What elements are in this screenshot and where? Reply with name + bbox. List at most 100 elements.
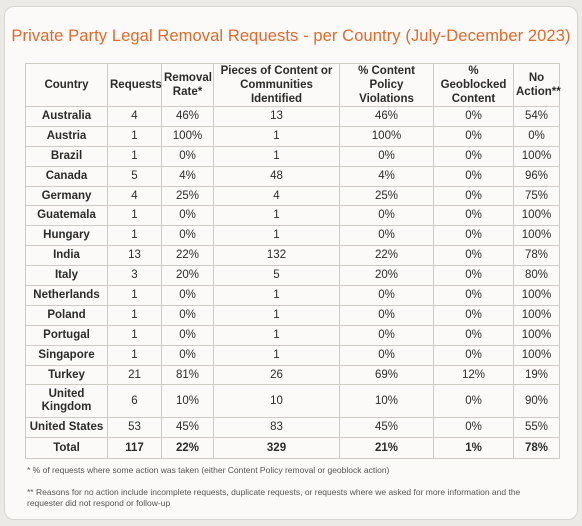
cell-total-no-action: 78% <box>513 437 560 460</box>
cell-pieces: 1 <box>213 324 340 346</box>
cell-no-action: 0% <box>513 125 560 147</box>
cell-removal-rate: 46% <box>161 106 214 127</box>
cell-violations: 0% <box>339 225 434 247</box>
cell-requests: 1 <box>107 205 162 227</box>
cell-no-action: 19% <box>513 364 560 386</box>
cell-geoblocked: 0% <box>433 265 514 287</box>
cell-geoblocked: 0% <box>433 285 514 306</box>
cell-requests: 1 <box>107 225 162 247</box>
cell-violations: 0% <box>339 205 434 227</box>
cell-violations: 100% <box>339 125 434 147</box>
cell-country: Hungary <box>25 225 108 247</box>
cell-country: Canada <box>25 165 108 187</box>
cell-requests: 5 <box>107 165 162 187</box>
cell-removal-rate: 4% <box>161 165 214 187</box>
cell-violations: 45% <box>339 417 434 439</box>
cell-removal-rate: 0% <box>161 145 214 167</box>
cell-total-geoblocked: 1% <box>433 437 514 460</box>
cell-violations: 20% <box>339 265 434 287</box>
cell-no-action: 96% <box>513 165 560 187</box>
cell-removal-rate: 0% <box>161 344 214 366</box>
cell-total-requests: 117 <box>107 437 162 460</box>
cell-requests: 13 <box>107 245 162 267</box>
cell-requests: 4 <box>107 106 162 127</box>
cell-removal-rate: 10% <box>161 384 214 419</box>
cell-geoblocked: 0% <box>433 245 514 267</box>
cell-country: Poland <box>25 304 108 326</box>
cell-removal-rate: 0% <box>161 324 214 346</box>
removal-requests-table: Country Requests Removal Rate* Pieces of … <box>25 63 561 460</box>
cell-requests: 1 <box>107 324 162 346</box>
table-row: Brazil 1 0% 1 0% 0% 100% <box>25 145 560 167</box>
cell-pieces: 26 <box>213 364 340 386</box>
cell-violations: 0% <box>339 324 434 346</box>
cell-no-action: 80% <box>513 265 560 287</box>
cell-requests: 1 <box>107 304 162 326</box>
cell-geoblocked: 0% <box>433 324 514 346</box>
cell-removal-rate: 45% <box>161 417 214 439</box>
cell-no-action: 90% <box>513 384 560 419</box>
cell-requests: 21 <box>107 364 162 386</box>
cell-violations: 22% <box>339 245 434 267</box>
cell-geoblocked: 12% <box>433 364 514 386</box>
table-row: Germany 4 25% 4 25% 0% 75% <box>25 185 560 207</box>
cell-geoblocked: 0% <box>433 165 514 187</box>
table-row: Australia 4 46% 13 46% 0% 54% <box>25 106 560 127</box>
table-row: India 13 22% 132 22% 0% 78% <box>25 245 560 267</box>
cell-country: United States <box>25 417 108 439</box>
cell-country: Germany <box>25 185 108 207</box>
table-row: Turkey 21 81% 26 69% 12% 19% <box>25 364 560 386</box>
cell-geoblocked: 0% <box>433 205 514 227</box>
cell-pieces: 10 <box>213 384 340 419</box>
cell-violations: 0% <box>339 145 434 167</box>
cell-pieces: 48 <box>213 165 340 187</box>
cell-violations: 0% <box>339 304 434 326</box>
header-removal-rate: Removal Rate* <box>161 63 214 107</box>
cell-no-action: 55% <box>513 417 560 439</box>
cell-requests: 3 <box>107 265 162 287</box>
cell-no-action: 100% <box>513 145 560 167</box>
cell-no-action: 100% <box>513 225 560 247</box>
cell-geoblocked: 0% <box>433 417 514 439</box>
cell-country: India <box>25 245 108 267</box>
cell-requests: 1 <box>107 344 162 366</box>
cell-pieces: 1 <box>213 125 340 147</box>
header-requests: Requests <box>107 63 162 107</box>
table-row: Hungary 1 0% 1 0% 0% 100% <box>25 225 560 247</box>
cell-removal-rate: 0% <box>161 205 214 227</box>
cell-removal-rate: 0% <box>161 225 214 247</box>
table-row: Guatemala 1 0% 1 0% 0% 100% <box>25 205 560 227</box>
cell-geoblocked: 0% <box>433 145 514 167</box>
cell-country: Guatemala <box>25 205 108 227</box>
cell-geoblocked: 0% <box>433 225 514 247</box>
cell-requests: 1 <box>107 145 162 167</box>
table-row: United Kingdom 6 10% 10 10% 0% 90% <box>25 384 560 419</box>
table-row: Poland 1 0% 1 0% 0% 100% <box>25 304 560 326</box>
cell-pieces: 5 <box>213 265 340 287</box>
cell-no-action: 100% <box>513 344 560 366</box>
cell-country: Singapore <box>25 344 108 366</box>
cell-no-action: 78% <box>513 245 560 267</box>
cell-requests: 1 <box>107 285 162 306</box>
cell-violations: 46% <box>339 106 434 127</box>
footnote-removal-rate: * % of requests where some action was ta… <box>27 465 390 475</box>
cell-violations: 10% <box>339 384 434 419</box>
cell-no-action: 54% <box>513 106 560 127</box>
cell-pieces: 1 <box>213 145 340 167</box>
cell-pieces: 1 <box>213 344 340 366</box>
table-row: United States 53 45% 83 45% 0% 55% <box>25 417 560 439</box>
table-row: Canada 5 4% 48 4% 0% 96% <box>25 165 560 187</box>
cell-country: Netherlands <box>25 285 108 306</box>
cell-no-action: 100% <box>513 205 560 227</box>
cell-pieces: 1 <box>213 285 340 306</box>
cell-pieces: 1 <box>213 225 340 247</box>
footnote-no-action: ** Reasons for no action include incompl… <box>27 487 521 508</box>
cell-removal-rate: 20% <box>161 265 214 287</box>
report-card: Private Party Legal Removal Requests - p… <box>4 6 578 520</box>
cell-no-action: 100% <box>513 324 560 346</box>
cell-pieces: 1 <box>213 205 340 227</box>
cell-requests: 1 <box>107 125 162 147</box>
table-row: Portugal 1 0% 1 0% 0% 100% <box>25 324 560 346</box>
header-no-action: No Action** <box>513 63 561 107</box>
table-header-row: Country Requests Removal Rate* Pieces of … <box>25 63 561 107</box>
